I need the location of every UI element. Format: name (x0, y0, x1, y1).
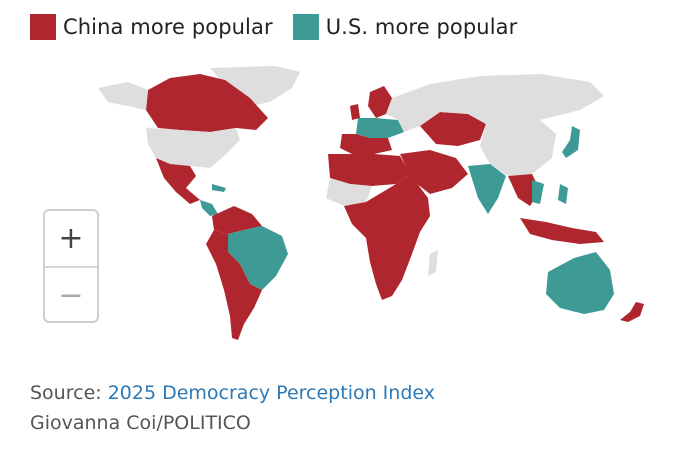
region-europe-central[interactable] (356, 118, 404, 138)
minus-icon[interactable]: − (45, 266, 97, 323)
map-legend: China more popular U.S. more popular (30, 14, 537, 40)
source-line: Source: 2025 Democracy Perception Index (30, 382, 435, 404)
world-map[interactable] (0, 58, 699, 358)
region-alaska[interactable] (98, 82, 148, 110)
region-mexico[interactable] (156, 158, 200, 204)
region-siberia[interactable] (386, 74, 604, 132)
region-central-america[interactable] (200, 200, 218, 216)
region-caribbean[interactable] (212, 184, 226, 192)
region-vietnam[interactable] (532, 180, 544, 204)
region-indonesia[interactable] (520, 218, 604, 244)
plus-icon[interactable]: + (58, 221, 84, 256)
region-africa-central[interactable] (344, 174, 430, 300)
region-brazil[interactable] (228, 226, 288, 290)
region-south-america-north[interactable] (212, 206, 262, 234)
region-india[interactable] (468, 164, 506, 214)
source-prefix: Source: (30, 382, 108, 404)
region-philippines[interactable] (558, 184, 568, 204)
region-europe-south[interactable] (340, 134, 392, 154)
region-middle-east[interactable] (400, 150, 468, 194)
region-new-zealand[interactable] (620, 302, 644, 322)
region-china[interactable] (480, 120, 556, 176)
region-usa[interactable] (146, 128, 240, 168)
legend-item-us: U.S. more popular (292, 14, 518, 40)
source-link[interactable]: 2025 Democracy Perception Index (107, 382, 435, 404)
region-greenland[interactable] (210, 66, 300, 106)
region-madagascar[interactable] (428, 250, 438, 276)
credit-line: Giovanna Coi/POLITICO (30, 412, 251, 434)
region-africa-north[interactable] (328, 154, 410, 186)
region-canada[interactable] (146, 74, 268, 132)
legend-swatch-china (30, 14, 56, 40)
legend-label-china: China more popular (63, 15, 273, 39)
region-uk[interactable] (350, 104, 360, 120)
legend-swatch-us (292, 14, 319, 40)
legend-item-china: China more popular (30, 14, 273, 40)
region-russia[interactable] (420, 112, 486, 146)
region-japan[interactable] (562, 126, 580, 158)
zoom-controls: + − (43, 209, 99, 323)
region-scandinavia[interactable] (368, 86, 392, 118)
region-sahara[interactable] (326, 178, 372, 206)
region-south-america-west[interactable] (206, 230, 262, 340)
region-australia[interactable] (546, 252, 614, 314)
legend-label-us: U.S. more popular (325, 15, 518, 39)
